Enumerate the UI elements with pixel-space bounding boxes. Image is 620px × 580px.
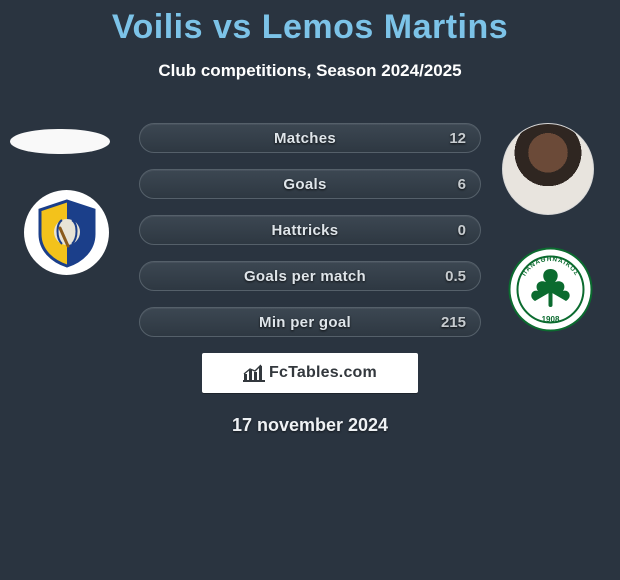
stat-right-value: 6: [426, 176, 466, 193]
stat-row-min-per-goal: Min per goal 215: [139, 307, 481, 337]
date-text: 17 november 2024: [0, 415, 620, 436]
stat-right-value: 215: [426, 314, 466, 331]
stat-row-hattricks: Hattricks 0: [139, 215, 481, 245]
stat-row-matches: Matches 12: [139, 123, 481, 153]
stat-right-value: 0.5: [426, 268, 466, 285]
stat-label: Min per goal: [184, 314, 426, 331]
left-player-column: [10, 123, 120, 275]
brand-text: FcTables.com: [269, 364, 377, 382]
club-logo-right: 1908 ΠΑΝΑΘΗΝΑΪΚΟΣ: [508, 247, 593, 332]
panathinaikos-shamrock-icon: 1908 ΠΑΝΑΘΗΝΑΪΚΟΣ: [508, 247, 593, 332]
right-player-column: 1908 ΠΑΝΑΘΗΝΑΪΚΟΣ: [500, 123, 600, 332]
stat-right-value: 0: [426, 222, 466, 239]
player-photo-right: [502, 123, 594, 215]
club-logo-left: [24, 190, 109, 275]
stat-right-value: 12: [426, 130, 466, 147]
brand-badge: FcTables.com: [202, 353, 418, 393]
subtitle: Club competitions, Season 2024/2025: [0, 61, 620, 81]
stats-table: Matches 12 Goals 6 Hattricks 0 Goals per…: [139, 123, 481, 337]
stat-label: Matches: [184, 130, 426, 147]
page-title: Voilis vs Lemos Martins: [0, 8, 620, 47]
bar-chart-icon: [243, 364, 265, 382]
stat-label: Goals: [184, 176, 426, 193]
stat-label: Hattricks: [184, 222, 426, 239]
stat-label: Goals per match: [184, 268, 426, 285]
main-area: 1908 ΠΑΝΑΘΗΝΑΪΚΟΣ Matches 12 Goals 6: [0, 123, 620, 436]
infographic-container: Voilis vs Lemos Martins Club competition…: [0, 0, 620, 436]
stat-row-goals-per-match: Goals per match 0.5: [139, 261, 481, 291]
svg-text:1908: 1908: [542, 315, 560, 324]
panetolikos-shield-icon: [32, 198, 102, 268]
stat-row-goals: Goals 6: [139, 169, 481, 199]
player-photo-left-placeholder: [10, 129, 110, 154]
